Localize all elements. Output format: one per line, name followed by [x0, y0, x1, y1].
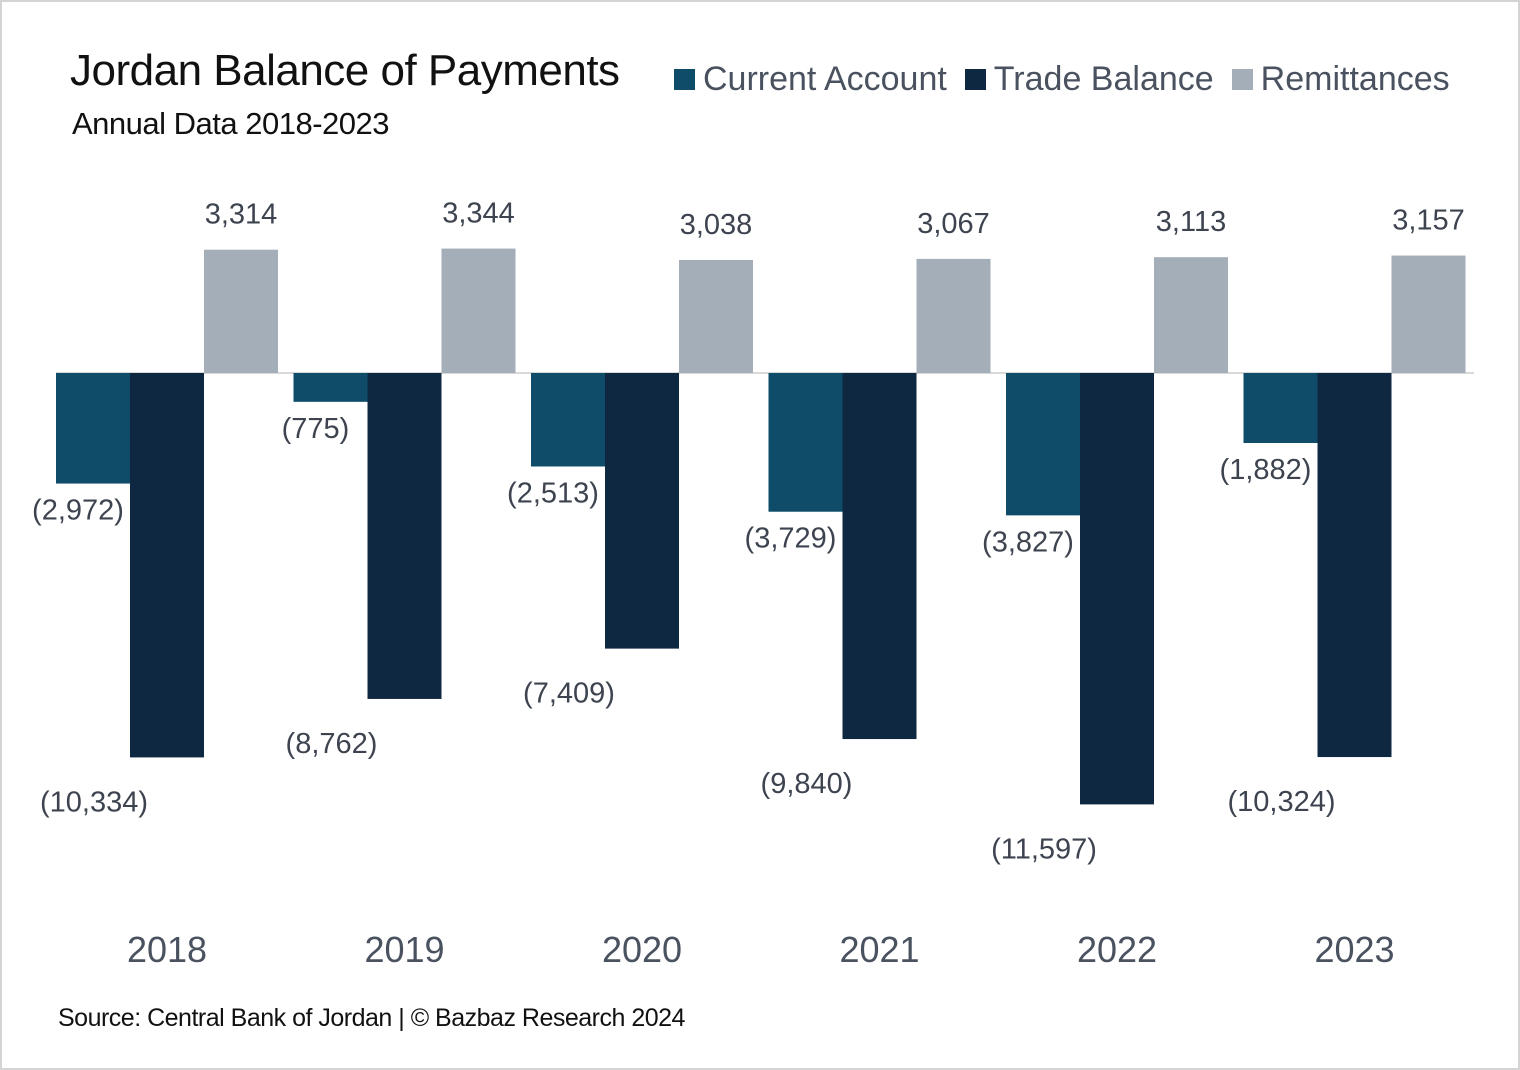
bar-remittances-2022 [1154, 257, 1228, 373]
x-tick-2020: 2020 [602, 929, 682, 970]
bar-trade-balance-2018 [130, 373, 204, 758]
bar-chart: (2,972) (10,334) 3,314 2018 (775) (8,762) 3,34… [32, 198, 1474, 970]
x-tick-2022: 2022 [1077, 929, 1157, 970]
bar-current-account-2019 [293, 373, 368, 402]
x-tick-2023: 2023 [1314, 929, 1394, 970]
label-current-account-2023: (1,882) [1220, 454, 1312, 486]
label-trade-balance-2022: (11,597) [991, 833, 1097, 865]
bar-remittances-2021 [916, 258, 991, 373]
source-note: Source: Central Bank of Jordan | © Bazba… [58, 1004, 685, 1032]
bar-remittances-2020 [679, 259, 753, 373]
label-current-account-2022: (3,827) [982, 526, 1074, 558]
x-tick-2019: 2019 [364, 929, 444, 970]
bar-current-account-2021 [768, 373, 843, 512]
bar-current-account-2022 [1006, 373, 1080, 516]
bar-remittances-2023 [1391, 255, 1466, 373]
label-remittances-2021: 3,067 [917, 208, 990, 240]
label-remittances-2019: 3,344 [442, 198, 515, 230]
label-remittances-2022: 3,113 [1156, 206, 1226, 238]
label-current-account-2018: (2,972) [32, 495, 124, 527]
legend-swatch-current-account [674, 69, 695, 90]
label-current-account-2020: (2,513) [507, 477, 599, 509]
bar-trade-balance-2022 [1080, 373, 1154, 805]
bar-trade-balance-2023 [1317, 373, 1392, 758]
bar-current-account-2020 [531, 373, 605, 467]
x-tick-2018: 2018 [127, 929, 207, 970]
bar-trade-balance-2019 [367, 373, 442, 699]
label-current-account-2019: (775) [282, 413, 350, 445]
label-current-account-2021: (3,729) [745, 523, 837, 555]
label-remittances-2023: 3,157 [1392, 205, 1465, 237]
chart-title: Jordan Balance of Payments [70, 46, 620, 95]
legend-item-trade-balance: Trade Balance [964, 60, 1214, 99]
label-remittances-2020: 3,038 [680, 209, 753, 241]
bar-current-account-2018 [56, 373, 130, 484]
x-tick-2021: 2021 [839, 929, 919, 970]
legend-label-remittances: Remittances [1260, 60, 1450, 98]
label-trade-balance-2021: (9,840) [761, 768, 853, 800]
legend-swatch-remittances [1231, 69, 1253, 90]
chart-subtitle: Annual Data 2018-2023 [72, 106, 389, 141]
label-trade-balance-2020: (7,409) [523, 678, 615, 710]
legend-label-current-account: Current Account [703, 60, 947, 98]
chart-legend: Current Account Trade Balance Remittance… [674, 60, 1450, 99]
legend-swatch-trade-balance [964, 69, 986, 90]
label-remittances-2018: 3,314 [205, 199, 278, 231]
bar-remittances-2019 [441, 248, 516, 373]
bar-trade-balance-2021 [842, 373, 917, 740]
legend-label-trade-balance: Trade Balance [993, 60, 1214, 98]
bar-current-account-2023 [1243, 373, 1318, 444]
label-trade-balance-2019: (8,762) [286, 728, 378, 760]
legend-item-current-account: Current Account [674, 60, 947, 99]
legend-item-remittances: Remittances [1231, 60, 1450, 99]
label-trade-balance-2023: (10,324) [1227, 786, 1335, 818]
bar-trade-balance-2020 [605, 373, 679, 649]
label-trade-balance-2018: (10,334) [40, 786, 148, 818]
bar-remittances-2018 [204, 249, 278, 373]
